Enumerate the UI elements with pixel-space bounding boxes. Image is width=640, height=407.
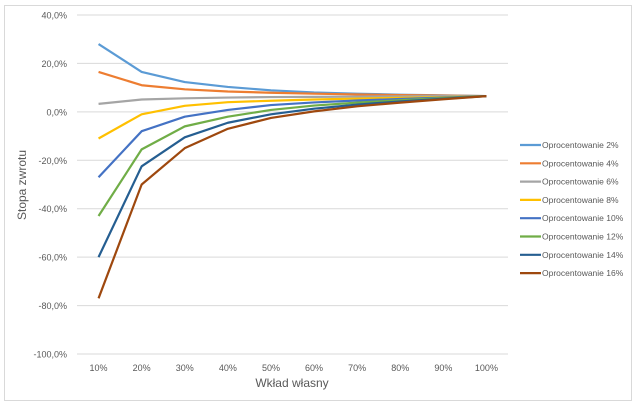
y-tick-label: -80,0% — [38, 301, 67, 311]
y-axis-label: Stopa zwrotu — [15, 150, 29, 220]
x-tick-label: 20% — [133, 363, 151, 373]
y-tick-label: -100,0% — [33, 350, 67, 360]
x-tick-label: 30% — [176, 363, 194, 373]
legend-label: Oprocentowanie 6% — [542, 177, 619, 187]
x-tick-label: 60% — [305, 363, 323, 373]
legend-label: Oprocentowanie 8% — [542, 195, 619, 205]
legend-label: Oprocentowanie 2% — [542, 140, 619, 150]
legend-label: Oprocentowanie 12% — [542, 232, 624, 242]
chart-frame — [4, 5, 632, 401]
x-axis-label: Wkład własny — [255, 376, 328, 390]
y-tick-label: -60,0% — [38, 253, 67, 263]
legend-label: Oprocentowanie 16% — [542, 268, 624, 278]
series-line — [98, 95, 487, 105]
x-tick-label: 50% — [262, 363, 280, 373]
series-line — [97, 43, 487, 98]
y-tick-label: 40,0% — [41, 11, 67, 21]
series-line — [97, 95, 487, 258]
legend-label: Oprocentowanie 14% — [542, 250, 624, 260]
series-line — [97, 95, 487, 299]
y-tick-label: 0,0% — [46, 107, 67, 117]
x-tick-label: 40% — [219, 363, 237, 373]
legend-label: Oprocentowanie 10% — [542, 213, 624, 223]
x-tick-label: 80% — [391, 363, 409, 373]
series-line — [98, 95, 487, 140]
x-tick-label: 100% — [475, 363, 498, 373]
x-tick-label: 10% — [90, 363, 108, 373]
x-tick-label: 70% — [348, 363, 366, 373]
legend-label: Oprocentowanie 4% — [542, 158, 619, 168]
y-tick-label: -40,0% — [38, 204, 67, 214]
y-tick-label: 20,0% — [41, 59, 67, 69]
x-tick-label: 90% — [434, 363, 452, 373]
y-tick-label: -20,0% — [38, 156, 67, 166]
